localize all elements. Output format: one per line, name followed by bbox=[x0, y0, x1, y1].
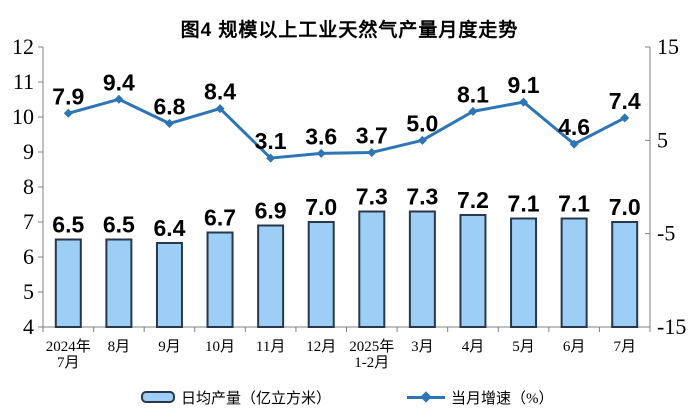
x-axis-label: 7月 bbox=[57, 355, 80, 371]
x-axis-label: 2024年 bbox=[46, 338, 91, 355]
bar bbox=[611, 221, 639, 328]
left-axis-tick-label: 8 bbox=[23, 174, 34, 199]
right-axis-tick-label: 5 bbox=[657, 127, 668, 152]
line-series-swatch-icon bbox=[407, 391, 445, 403]
line-value-label: 5.0 bbox=[406, 110, 438, 136]
bar-value-label: 7.3 bbox=[406, 184, 438, 210]
left-axis-tick-label: 6 bbox=[23, 244, 34, 269]
bar-value-label: 6.5 bbox=[52, 212, 84, 238]
line-marker bbox=[63, 108, 73, 118]
legend-item-bar: 日均产量（亿立方米） bbox=[141, 386, 331, 408]
x-axis-label: 4月 bbox=[462, 339, 485, 355]
bar bbox=[408, 210, 436, 328]
bar-value-label: 7.2 bbox=[457, 187, 489, 213]
bar bbox=[307, 221, 335, 328]
bar bbox=[459, 214, 487, 328]
bar bbox=[206, 231, 234, 328]
right-axis-tick-label: -5 bbox=[657, 221, 675, 246]
line-marker bbox=[620, 113, 630, 123]
x-axis-label: 7月 bbox=[613, 339, 636, 355]
bar-value-label: 7.1 bbox=[508, 191, 540, 217]
bar bbox=[560, 217, 588, 328]
bar-value-label: 7.0 bbox=[305, 194, 337, 220]
line-marker bbox=[316, 148, 326, 158]
legend-bar-label: 日均产量（亿立方米） bbox=[181, 390, 332, 407]
x-axis-label: 5月 bbox=[512, 339, 535, 355]
x-axis-label: 11月 bbox=[256, 339, 285, 355]
line-marker bbox=[164, 119, 174, 129]
x-axis-label: 2025年 bbox=[349, 338, 394, 355]
left-axis-tick-label: 4 bbox=[23, 314, 34, 339]
line-marker bbox=[215, 104, 225, 114]
line-value-label: 8.1 bbox=[457, 81, 489, 107]
x-axis-label: 3月 bbox=[411, 339, 434, 355]
line-value-label: 3.1 bbox=[255, 128, 287, 154]
bar-value-label: 6.9 bbox=[255, 198, 287, 224]
line-value-label: 8.4 bbox=[204, 79, 236, 105]
line-marker bbox=[519, 97, 529, 107]
line-value-label: 9.1 bbox=[508, 72, 540, 98]
x-axis-label: 8月 bbox=[108, 339, 131, 355]
bar-value-label: 7.1 bbox=[558, 191, 590, 217]
bar-value-label: 7.3 bbox=[356, 184, 388, 210]
legend-line-label: 当月增速（%） bbox=[451, 390, 554, 407]
bar bbox=[155, 242, 183, 328]
bar-value-label: 6.4 bbox=[153, 215, 185, 241]
left-axis-tick-label: 12 bbox=[12, 34, 34, 59]
left-axis-tick-label: 10 bbox=[12, 104, 34, 129]
x-axis-label: 12月 bbox=[306, 339, 336, 355]
bar bbox=[54, 238, 82, 328]
line-value-label: 3.6 bbox=[305, 123, 337, 149]
line-value-label: 6.8 bbox=[153, 94, 185, 120]
bar bbox=[105, 238, 133, 328]
bar bbox=[358, 210, 386, 328]
x-axis-label: 1-2月 bbox=[354, 355, 389, 371]
right-axis-tick-label: 15 bbox=[657, 34, 679, 59]
line-marker bbox=[367, 147, 377, 157]
x-axis-label: 9月 bbox=[158, 339, 181, 355]
left-axis-tick-label: 9 bbox=[23, 139, 34, 164]
bar bbox=[257, 224, 285, 328]
line-marker bbox=[569, 139, 579, 149]
x-axis-label: 10月 bbox=[205, 339, 235, 355]
bar bbox=[510, 217, 538, 328]
x-axis-label: 6月 bbox=[563, 339, 586, 355]
left-axis-tick-label: 7 bbox=[23, 209, 34, 234]
left-axis-tick-label: 11 bbox=[13, 69, 34, 94]
bar-value-label: 6.5 bbox=[103, 212, 135, 238]
line-marker bbox=[114, 94, 124, 104]
right-axis-tick-label: -15 bbox=[657, 314, 686, 339]
line-value-label: 7.4 bbox=[609, 88, 641, 114]
line-value-label: 7.9 bbox=[52, 83, 84, 109]
left-axis-tick-label: 5 bbox=[23, 279, 34, 304]
line-value-label: 4.6 bbox=[558, 114, 590, 140]
bar-value-label: 6.7 bbox=[204, 205, 236, 231]
legend-item-line: 当月增速（%） bbox=[407, 386, 554, 408]
line-marker bbox=[468, 106, 478, 116]
line-value-label: 3.7 bbox=[356, 122, 388, 148]
line-value-label: 9.4 bbox=[103, 69, 135, 95]
growth-line bbox=[66, 97, 627, 160]
chart-title: 图4 规模以上工业天然气产量月度走势 bbox=[180, 20, 519, 41]
bar-value-label: 7.0 bbox=[609, 194, 641, 220]
line-marker bbox=[266, 153, 276, 163]
legend: 日均产量（亿立方米） 当月增速（%） bbox=[0, 386, 699, 408]
bar-series-swatch-icon bbox=[141, 391, 175, 403]
line-marker bbox=[417, 135, 427, 145]
